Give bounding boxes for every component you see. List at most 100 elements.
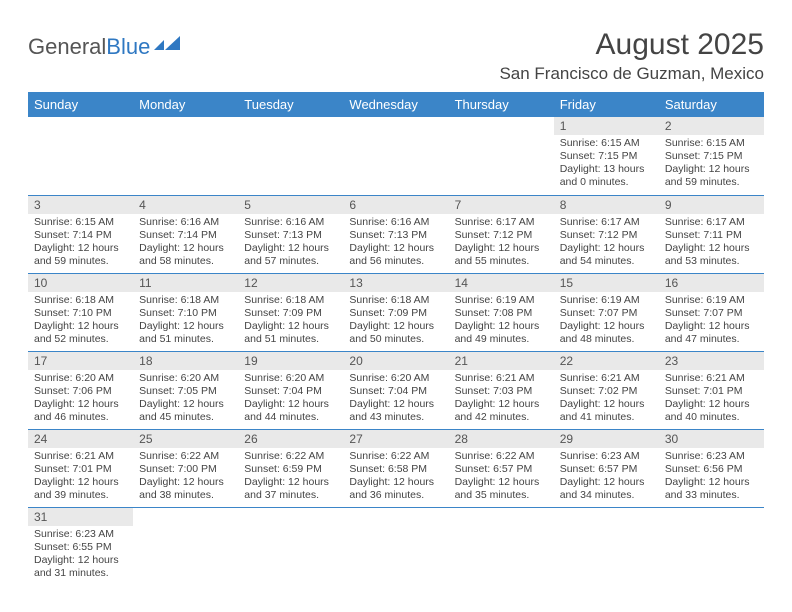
day-number: 31 — [28, 508, 133, 526]
sunrise-line: Sunrise: 6:15 AM — [34, 216, 114, 228]
day-number: 21 — [449, 352, 554, 370]
calendar-cell — [659, 507, 764, 585]
sunrise-line: Sunrise: 6:21 AM — [34, 450, 114, 462]
sunrise-line: Sunrise: 6:16 AM — [349, 216, 429, 228]
calendar-cell: 6Sunrise: 6:16 AMSunset: 7:13 PMDaylight… — [343, 195, 448, 273]
daylight-line: Daylight: 12 hours and 56 minutes. — [349, 242, 434, 267]
calendar-cell: 27Sunrise: 6:22 AMSunset: 6:58 PMDayligh… — [343, 429, 448, 507]
calendar-cell: 10Sunrise: 6:18 AMSunset: 7:10 PMDayligh… — [28, 273, 133, 351]
calendar-cell: 25Sunrise: 6:22 AMSunset: 7:00 PMDayligh… — [133, 429, 238, 507]
calendar-cell: 14Sunrise: 6:19 AMSunset: 7:08 PMDayligh… — [449, 273, 554, 351]
daylight-line: Daylight: 12 hours and 33 minutes. — [665, 476, 750, 501]
sunset-line: Sunset: 7:10 PM — [139, 307, 217, 319]
daylight-line: Daylight: 12 hours and 45 minutes. — [139, 398, 224, 423]
calendar-cell: 4Sunrise: 6:16 AMSunset: 7:14 PMDaylight… — [133, 195, 238, 273]
calendar-cell — [343, 117, 448, 195]
calendar-cell — [343, 507, 448, 585]
day-body: Sunrise: 6:20 AMSunset: 7:05 PMDaylight:… — [133, 370, 238, 429]
logo-flag-icon — [154, 34, 182, 60]
sunrise-line: Sunrise: 6:17 AM — [665, 216, 745, 228]
day-body: Sunrise: 6:22 AMSunset: 6:57 PMDaylight:… — [449, 448, 554, 507]
day-body: Sunrise: 6:23 AMSunset: 6:57 PMDaylight:… — [554, 448, 659, 507]
day-number: 18 — [133, 352, 238, 370]
calendar-cell: 19Sunrise: 6:20 AMSunset: 7:04 PMDayligh… — [238, 351, 343, 429]
day-number: 23 — [659, 352, 764, 370]
sunset-line: Sunset: 7:00 PM — [139, 463, 217, 475]
month-title: August 2025 — [499, 28, 764, 62]
day-number: 19 — [238, 352, 343, 370]
day-number: 13 — [343, 274, 448, 292]
daylight-line: Daylight: 13 hours and 0 minutes. — [560, 163, 645, 188]
sunset-line: Sunset: 7:06 PM — [34, 385, 112, 397]
day-body: Sunrise: 6:19 AMSunset: 7:08 PMDaylight:… — [449, 292, 554, 351]
sunrise-line: Sunrise: 6:21 AM — [455, 372, 535, 384]
calendar-cell: 22Sunrise: 6:21 AMSunset: 7:02 PMDayligh… — [554, 351, 659, 429]
day-body: Sunrise: 6:20 AMSunset: 7:04 PMDaylight:… — [238, 370, 343, 429]
daylight-line: Daylight: 12 hours and 51 minutes. — [139, 320, 224, 345]
day-number: 30 — [659, 430, 764, 448]
sunset-line: Sunset: 7:15 PM — [560, 150, 638, 162]
daylight-line: Daylight: 12 hours and 46 minutes. — [34, 398, 119, 423]
daylight-line: Daylight: 12 hours and 34 minutes. — [560, 476, 645, 501]
sunrise-line: Sunrise: 6:18 AM — [139, 294, 219, 306]
daylight-line: Daylight: 12 hours and 53 minutes. — [665, 242, 750, 267]
sunset-line: Sunset: 6:58 PM — [349, 463, 427, 475]
calendar-cell — [238, 117, 343, 195]
calendar-cell — [449, 117, 554, 195]
sunset-line: Sunset: 7:04 PM — [244, 385, 322, 397]
sunset-line: Sunset: 7:13 PM — [244, 229, 322, 241]
day-body: Sunrise: 6:20 AMSunset: 7:04 PMDaylight:… — [343, 370, 448, 429]
day-number: 28 — [449, 430, 554, 448]
sunset-line: Sunset: 7:07 PM — [665, 307, 743, 319]
daylight-line: Daylight: 12 hours and 38 minutes. — [139, 476, 224, 501]
sunset-line: Sunset: 7:07 PM — [560, 307, 638, 319]
daylight-line: Daylight: 12 hours and 43 minutes. — [349, 398, 434, 423]
calendar-cell: 9Sunrise: 6:17 AMSunset: 7:11 PMDaylight… — [659, 195, 764, 273]
day-body: Sunrise: 6:23 AMSunset: 6:56 PMDaylight:… — [659, 448, 764, 507]
sunset-line: Sunset: 6:57 PM — [455, 463, 533, 475]
day-body: Sunrise: 6:19 AMSunset: 7:07 PMDaylight:… — [659, 292, 764, 351]
sunrise-line: Sunrise: 6:20 AM — [349, 372, 429, 384]
day-body: Sunrise: 6:22 AMSunset: 6:59 PMDaylight:… — [238, 448, 343, 507]
daylight-line: Daylight: 12 hours and 49 minutes. — [455, 320, 540, 345]
day-number: 3 — [28, 196, 133, 214]
sunrise-line: Sunrise: 6:19 AM — [665, 294, 745, 306]
sunrise-line: Sunrise: 6:18 AM — [34, 294, 114, 306]
sunrise-line: Sunrise: 6:22 AM — [244, 450, 324, 462]
sunset-line: Sunset: 7:12 PM — [560, 229, 638, 241]
calendar-cell: 21Sunrise: 6:21 AMSunset: 7:03 PMDayligh… — [449, 351, 554, 429]
sunrise-line: Sunrise: 6:18 AM — [349, 294, 429, 306]
sunrise-line: Sunrise: 6:15 AM — [560, 137, 640, 149]
calendar-cell: 1Sunrise: 6:15 AMSunset: 7:15 PMDaylight… — [554, 117, 659, 195]
day-body: Sunrise: 6:21 AMSunset: 7:01 PMDaylight:… — [28, 448, 133, 507]
day-number: 15 — [554, 274, 659, 292]
day-body: Sunrise: 6:15 AMSunset: 7:15 PMDaylight:… — [659, 135, 764, 194]
calendar-cell — [449, 507, 554, 585]
day-number: 24 — [28, 430, 133, 448]
header: GeneralBlue August 2025 San Francisco de… — [28, 28, 764, 84]
day-number: 8 — [554, 196, 659, 214]
weekday-header: Thursday — [449, 92, 554, 117]
sunset-line: Sunset: 7:03 PM — [455, 385, 533, 397]
calendar-cell: 7Sunrise: 6:17 AMSunset: 7:12 PMDaylight… — [449, 195, 554, 273]
day-body: Sunrise: 6:18 AMSunset: 7:09 PMDaylight:… — [238, 292, 343, 351]
sunrise-line: Sunrise: 6:20 AM — [34, 372, 114, 384]
title-block: August 2025 San Francisco de Guzman, Mex… — [499, 28, 764, 84]
sunset-line: Sunset: 7:14 PM — [139, 229, 217, 241]
day-body: Sunrise: 6:22 AMSunset: 7:00 PMDaylight:… — [133, 448, 238, 507]
daylight-line: Daylight: 12 hours and 44 minutes. — [244, 398, 329, 423]
location: San Francisco de Guzman, Mexico — [499, 64, 764, 84]
daylight-line: Daylight: 12 hours and 40 minutes. — [665, 398, 750, 423]
day-number: 27 — [343, 430, 448, 448]
day-number: 10 — [28, 274, 133, 292]
calendar-cell — [133, 507, 238, 585]
calendar-cell: 24Sunrise: 6:21 AMSunset: 7:01 PMDayligh… — [28, 429, 133, 507]
logo: GeneralBlue — [28, 34, 182, 60]
day-number: 16 — [659, 274, 764, 292]
logo-text-general: General — [28, 34, 106, 60]
sunrise-line: Sunrise: 6:16 AM — [139, 216, 219, 228]
day-body: Sunrise: 6:18 AMSunset: 7:09 PMDaylight:… — [343, 292, 448, 351]
day-number: 7 — [449, 196, 554, 214]
daylight-line: Daylight: 12 hours and 52 minutes. — [34, 320, 119, 345]
sunset-line: Sunset: 6:57 PM — [560, 463, 638, 475]
